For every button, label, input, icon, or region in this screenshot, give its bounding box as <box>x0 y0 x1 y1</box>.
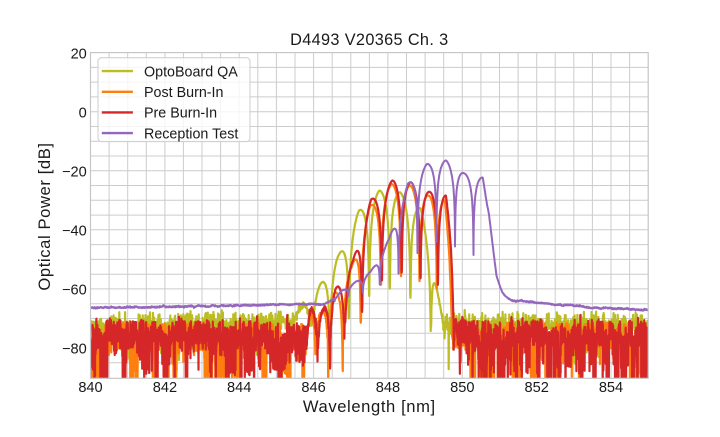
svg-text:−80: −80 <box>62 342 87 358</box>
svg-text:848: 848 <box>376 380 400 396</box>
svg-text:850: 850 <box>450 380 474 396</box>
svg-text:D4493 V20365 Ch. 3: D4493 V20365 Ch. 3 <box>290 31 448 49</box>
svg-text:20: 20 <box>71 46 87 62</box>
svg-text:840: 840 <box>78 380 102 396</box>
svg-text:854: 854 <box>599 380 623 396</box>
svg-text:−20: −20 <box>62 165 87 181</box>
svg-text:Reception Test: Reception Test <box>144 126 238 142</box>
svg-text:Pre Burn-In: Pre Burn-In <box>144 106 217 122</box>
svg-text:844: 844 <box>227 380 251 396</box>
svg-text:842: 842 <box>153 380 177 396</box>
svg-text:846: 846 <box>301 380 325 396</box>
svg-text:−40: −40 <box>62 224 87 240</box>
svg-text:0: 0 <box>79 105 87 121</box>
svg-text:−60: −60 <box>62 283 87 299</box>
svg-text:Optical Power [dB]: Optical Power [dB] <box>35 142 54 290</box>
svg-text:OptoBoard QA: OptoBoard QA <box>144 64 238 80</box>
svg-text:Post Burn-In: Post Burn-In <box>144 85 224 101</box>
svg-text:Wavelength [nm]: Wavelength [nm] <box>303 397 436 416</box>
svg-text:852: 852 <box>525 380 549 396</box>
